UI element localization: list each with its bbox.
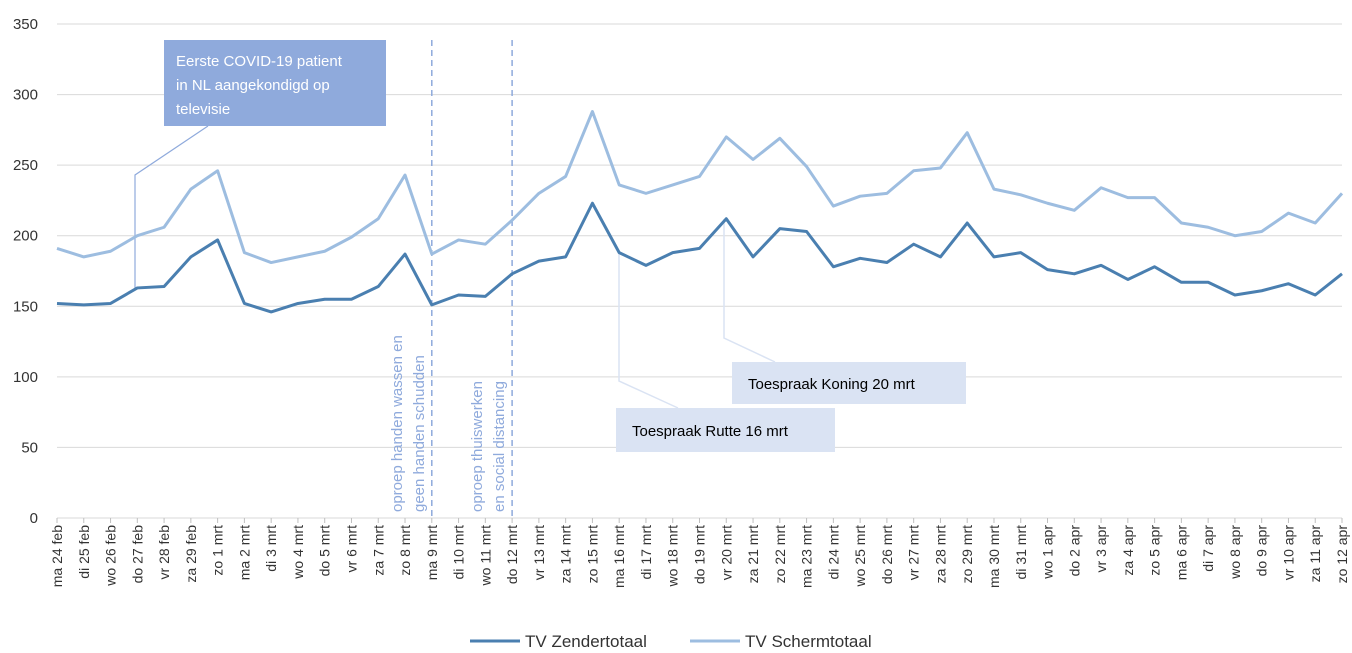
x-tick-label: zo 15 mrt bbox=[584, 525, 600, 583]
x-tick-label: vr 20 mrt bbox=[718, 525, 734, 580]
koning-box bbox=[732, 362, 966, 404]
handen-note: geen handen schudden bbox=[411, 355, 428, 512]
x-tick-label: vr 3 apr bbox=[1093, 525, 1109, 573]
rutte-callout bbox=[618, 253, 679, 409]
x-tick-label: di 3 mrt bbox=[263, 525, 279, 572]
x-tick-label: do 2 apr bbox=[1066, 525, 1082, 577]
legend-label: TV Schermtotaal bbox=[745, 632, 872, 651]
x-tick-label: ma 6 apr bbox=[1173, 525, 1189, 581]
x-tick-label: di 7 apr bbox=[1200, 525, 1216, 572]
x-tick-label: di 17 mrt bbox=[638, 525, 654, 580]
series-line bbox=[56, 201, 1343, 314]
x-tick-label: vr 6 mrt bbox=[343, 525, 359, 573]
x-tick-label: wo 4 mrt bbox=[290, 525, 306, 580]
koning-note: Toespraak Koning 20 mrt bbox=[748, 376, 916, 393]
y-tick-label: 250 bbox=[13, 157, 38, 174]
covid-note: Eerste COVID-19 patient bbox=[176, 53, 343, 70]
x-tick-label: do 9 apr bbox=[1254, 525, 1270, 577]
x-tick-label: vr 13 mrt bbox=[531, 525, 547, 580]
y-tick-label: 200 bbox=[13, 228, 38, 245]
series-line bbox=[56, 110, 1344, 265]
x-tick-label: do 27 feb bbox=[129, 525, 145, 584]
x-tick-label: za 4 apr bbox=[1120, 525, 1136, 576]
x-tick-label: zo 12 apr bbox=[1334, 525, 1350, 584]
x-tick-label: ma 30 mrt bbox=[986, 525, 1002, 588]
thuis-note: oproep thuiswerken bbox=[469, 381, 486, 512]
x-tick-label: di 24 mrt bbox=[825, 525, 841, 580]
x-tick-label: ma 9 mrt bbox=[424, 525, 440, 580]
y-tick-label: 350 bbox=[13, 16, 38, 33]
covid-note: televisie bbox=[176, 101, 230, 118]
x-tick-label: za 29 feb bbox=[183, 525, 199, 583]
x-tick-label: ma 23 mrt bbox=[799, 525, 815, 588]
y-tick-label: 50 bbox=[21, 439, 38, 456]
x-tick-label: di 25 feb bbox=[76, 525, 92, 579]
x-tick-label: di 10 mrt bbox=[451, 525, 467, 580]
covid-callout bbox=[134, 125, 209, 288]
x-tick-label: wo 26 feb bbox=[103, 525, 119, 587]
y-tick-label: 100 bbox=[13, 369, 38, 386]
rutte-note: Toespraak Rutte 16 mrt bbox=[632, 423, 789, 440]
x-tick-label: do 26 mrt bbox=[879, 525, 895, 584]
x-tick-label: vr 10 apr bbox=[1280, 525, 1296, 581]
x-tick-label: ma 24 feb bbox=[49, 525, 65, 587]
x-tick-label: zo 1 mrt bbox=[210, 525, 226, 576]
x-tick-label: wo 11 mrt bbox=[477, 525, 493, 587]
x-tick-label: wo 8 apr bbox=[1227, 525, 1243, 580]
x-tick-label: wo 18 mrt bbox=[665, 525, 681, 588]
x-tick-label: ma 16 mrt bbox=[611, 525, 627, 588]
x-tick-label: do 5 mrt bbox=[317, 525, 333, 576]
legend-label: TV Zendertotaal bbox=[525, 632, 647, 651]
y-tick-label: 300 bbox=[13, 87, 38, 104]
x-tick-label: vr 27 mrt bbox=[906, 525, 922, 580]
covid-box bbox=[164, 40, 386, 126]
x-tick-label: wo 25 mrt bbox=[852, 525, 868, 588]
x-tick-label: za 21 mrt bbox=[745, 525, 761, 583]
covid-note: in NL aangekondigd op bbox=[176, 77, 330, 94]
x-tick-label: vr 28 feb bbox=[156, 525, 172, 580]
x-tick-label: za 28 mrt bbox=[932, 525, 948, 583]
rutte-box bbox=[616, 408, 835, 452]
thuis-note: en social distancing bbox=[491, 381, 508, 512]
x-tick-label: di 31 mrt bbox=[1013, 525, 1029, 580]
x-tick-label: ma 2 mrt bbox=[236, 525, 252, 580]
x-tick-label: zo 29 mrt bbox=[959, 525, 975, 583]
handen-note: oproep handen wassen en bbox=[389, 335, 406, 512]
y-tick-label: 0 bbox=[30, 510, 38, 527]
x-tick-label: za 7 mrt bbox=[370, 525, 386, 576]
x-tick-label: zo 22 mrt bbox=[772, 525, 788, 583]
x-tick-label: do 12 mrt bbox=[504, 525, 520, 584]
x-tick-label: wo 1 apr bbox=[1040, 525, 1056, 580]
koning-callout bbox=[723, 219, 776, 363]
x-tick-label: za 11 apr bbox=[1307, 525, 1323, 583]
x-tick-label: za 14 mrt bbox=[558, 525, 574, 583]
x-tick-label: zo 8 mrt bbox=[397, 525, 413, 576]
x-tick-label: do 19 mrt bbox=[692, 525, 708, 584]
x-tick-label: zo 5 apr bbox=[1147, 525, 1163, 576]
y-tick-label: 150 bbox=[13, 298, 38, 315]
